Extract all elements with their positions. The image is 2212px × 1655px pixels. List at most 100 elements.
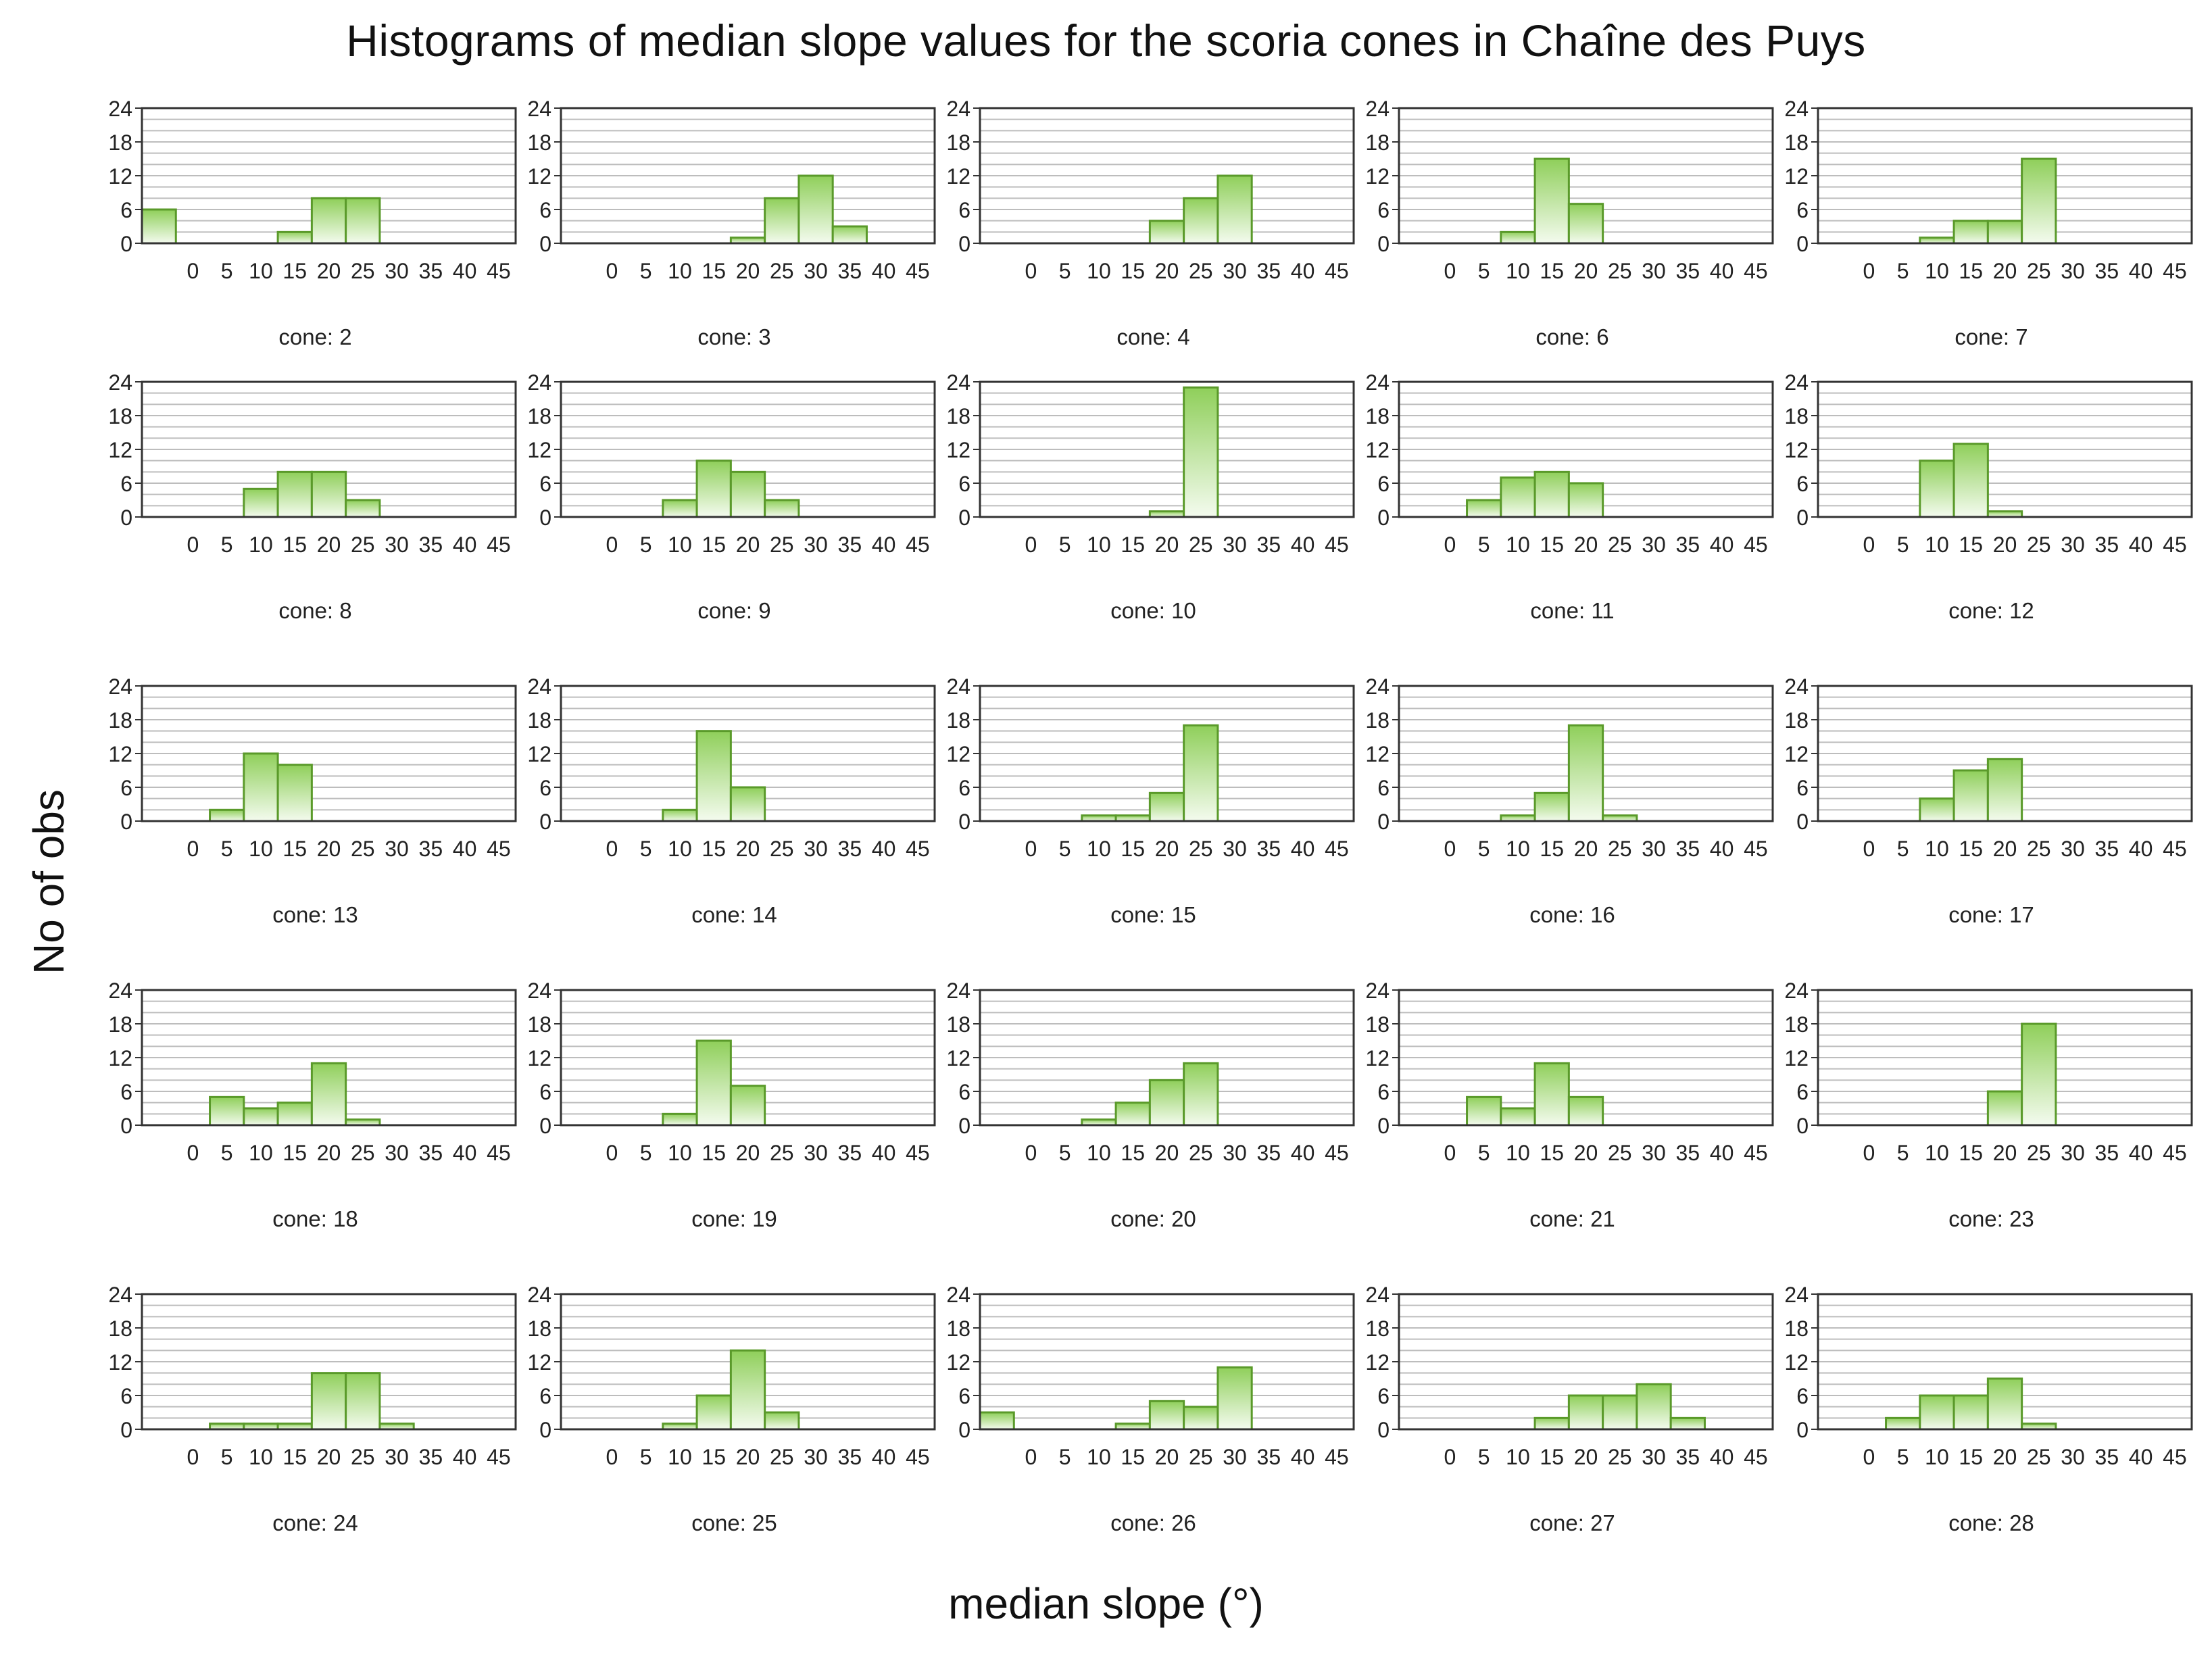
histogram-bar <box>1885 1416 1921 1431</box>
y-tick-label: 6 <box>539 198 551 222</box>
y-tick-label: 0 <box>1796 1114 1809 1138</box>
x-tick-label: 15 <box>702 259 726 283</box>
histogram-bar <box>1148 220 1185 245</box>
y-tick-label: 0 <box>1796 505 1809 530</box>
histogram-bar <box>1183 197 1219 245</box>
x-tick-label: 30 <box>1223 837 1247 861</box>
y-tick-label: 12 <box>1365 742 1390 766</box>
histogram-bar <box>345 1372 381 1431</box>
x-tick-label: 20 <box>1993 1445 2017 1469</box>
y-tick-label: 0 <box>1377 505 1390 530</box>
x-tick-label: 0 <box>1444 1445 1456 1469</box>
x-tick-label: 5 <box>640 1141 652 1165</box>
histogram-bar <box>1919 1394 1955 1431</box>
x-tick-label: 45 <box>1325 1141 1349 1165</box>
y-tick-label: 18 <box>1365 1012 1390 1037</box>
y-tick-label: 18 <box>1784 708 1809 733</box>
x-tick-label: 10 <box>1087 1141 1111 1165</box>
histogram-bar <box>209 1095 245 1127</box>
y-tick-label: 24 <box>1365 1283 1390 1307</box>
y-tick-label: 6 <box>1377 1080 1390 1104</box>
histogram-bar <box>695 460 732 518</box>
x-tick-label: 35 <box>1257 533 1281 557</box>
x-tick-label: 45 <box>906 1141 930 1165</box>
x-tick-label: 10 <box>668 533 692 557</box>
y-tick-label: 6 <box>120 776 132 800</box>
x-tick-label: 30 <box>804 259 828 283</box>
histogram-bar <box>1183 724 1219 822</box>
x-tick-label: 5 <box>221 1141 233 1165</box>
x-tick-label: 0 <box>1444 837 1456 861</box>
y-tick-label: 18 <box>1365 404 1390 428</box>
y-tick-label: 6 <box>1796 1384 1809 1408</box>
y-tick-label: 12 <box>946 1046 970 1070</box>
x-tick-label: 30 <box>1223 1445 1247 1469</box>
x-tick-label: 10 <box>1925 1445 1949 1469</box>
y-tick-label: 18 <box>946 708 970 733</box>
x-tick-label: 15 <box>1121 1141 1145 1165</box>
x-tick-label: 15 <box>1121 1445 1145 1469</box>
x-tick-label: 20 <box>1574 259 1598 283</box>
y-tick-label: 24 <box>946 97 970 121</box>
y-tick-label: 12 <box>1784 742 1809 766</box>
y-tick-label: 12 <box>108 438 132 462</box>
y-tick-label: 6 <box>1796 472 1809 496</box>
x-tick-label: 25 <box>2027 837 2051 861</box>
x-tick-label: 5 <box>640 837 652 861</box>
x-tick-label: 15 <box>1959 533 1983 557</box>
panel-label: cone: 12 <box>1948 598 2034 623</box>
histogram-bar <box>243 1107 279 1127</box>
y-tick-label: 24 <box>1784 979 1809 1003</box>
y-tick-label: 24 <box>108 1283 132 1307</box>
x-tick-label: 20 <box>736 837 760 861</box>
x-tick-label: 15 <box>1540 1141 1564 1165</box>
x-tick-label: 40 <box>1710 533 1734 557</box>
y-tick-label: 12 <box>946 164 970 189</box>
x-tick-label: 0 <box>606 1141 618 1165</box>
y-tick-label: 12 <box>1784 1046 1809 1070</box>
histogram-bar <box>310 1372 347 1431</box>
y-tick-label: 0 <box>1796 1418 1809 1442</box>
x-tick-label: 35 <box>1257 1445 1281 1469</box>
x-tick-label: 35 <box>1257 259 1281 283</box>
y-tick-label: 18 <box>946 130 970 155</box>
y-tick-label: 18 <box>1784 404 1809 428</box>
y-tick-label: 0 <box>1796 232 1809 256</box>
x-tick-label: 0 <box>1025 533 1037 557</box>
y-tick-label: 6 <box>539 1384 551 1408</box>
histogram-bar <box>797 174 834 245</box>
x-tick-label: 40 <box>1291 259 1315 283</box>
y-tick-label: 24 <box>946 370 970 395</box>
x-tick-label: 25 <box>351 533 375 557</box>
x-tick-label: 25 <box>351 837 375 861</box>
x-tick-label: 15 <box>1959 837 1983 861</box>
x-tick-label: 10 <box>1087 837 1111 861</box>
x-tick-label: 10 <box>1087 533 1111 557</box>
y-tick-label: 6 <box>120 1384 132 1408</box>
y-tick-label: 12 <box>1365 1046 1390 1070</box>
x-tick-label: 15 <box>702 837 726 861</box>
y-tick-label: 0 <box>1377 810 1390 834</box>
x-tick-label: 15 <box>702 1445 726 1469</box>
x-tick-label: 30 <box>1642 533 1666 557</box>
x-tick-label: 35 <box>1676 837 1700 861</box>
histogram-bar <box>1986 1377 2023 1431</box>
y-tick-label: 18 <box>527 1012 551 1037</box>
histogram-bar <box>764 197 800 245</box>
x-tick-label: 20 <box>1155 837 1179 861</box>
x-tick-label: 10 <box>1925 1141 1949 1165</box>
x-tick-label: 40 <box>453 1141 477 1165</box>
histogram-bar <box>2021 157 2057 245</box>
y-tick-label: 18 <box>1365 708 1390 733</box>
x-tick-label: 45 <box>487 837 511 861</box>
y-tick-label: 12 <box>108 742 132 766</box>
panel-label: cone: 4 <box>1116 324 1189 349</box>
y-tick-label: 18 <box>1365 130 1390 155</box>
y-tick-label: 24 <box>527 674 551 699</box>
panel-label: cone: 10 <box>1110 598 1196 623</box>
